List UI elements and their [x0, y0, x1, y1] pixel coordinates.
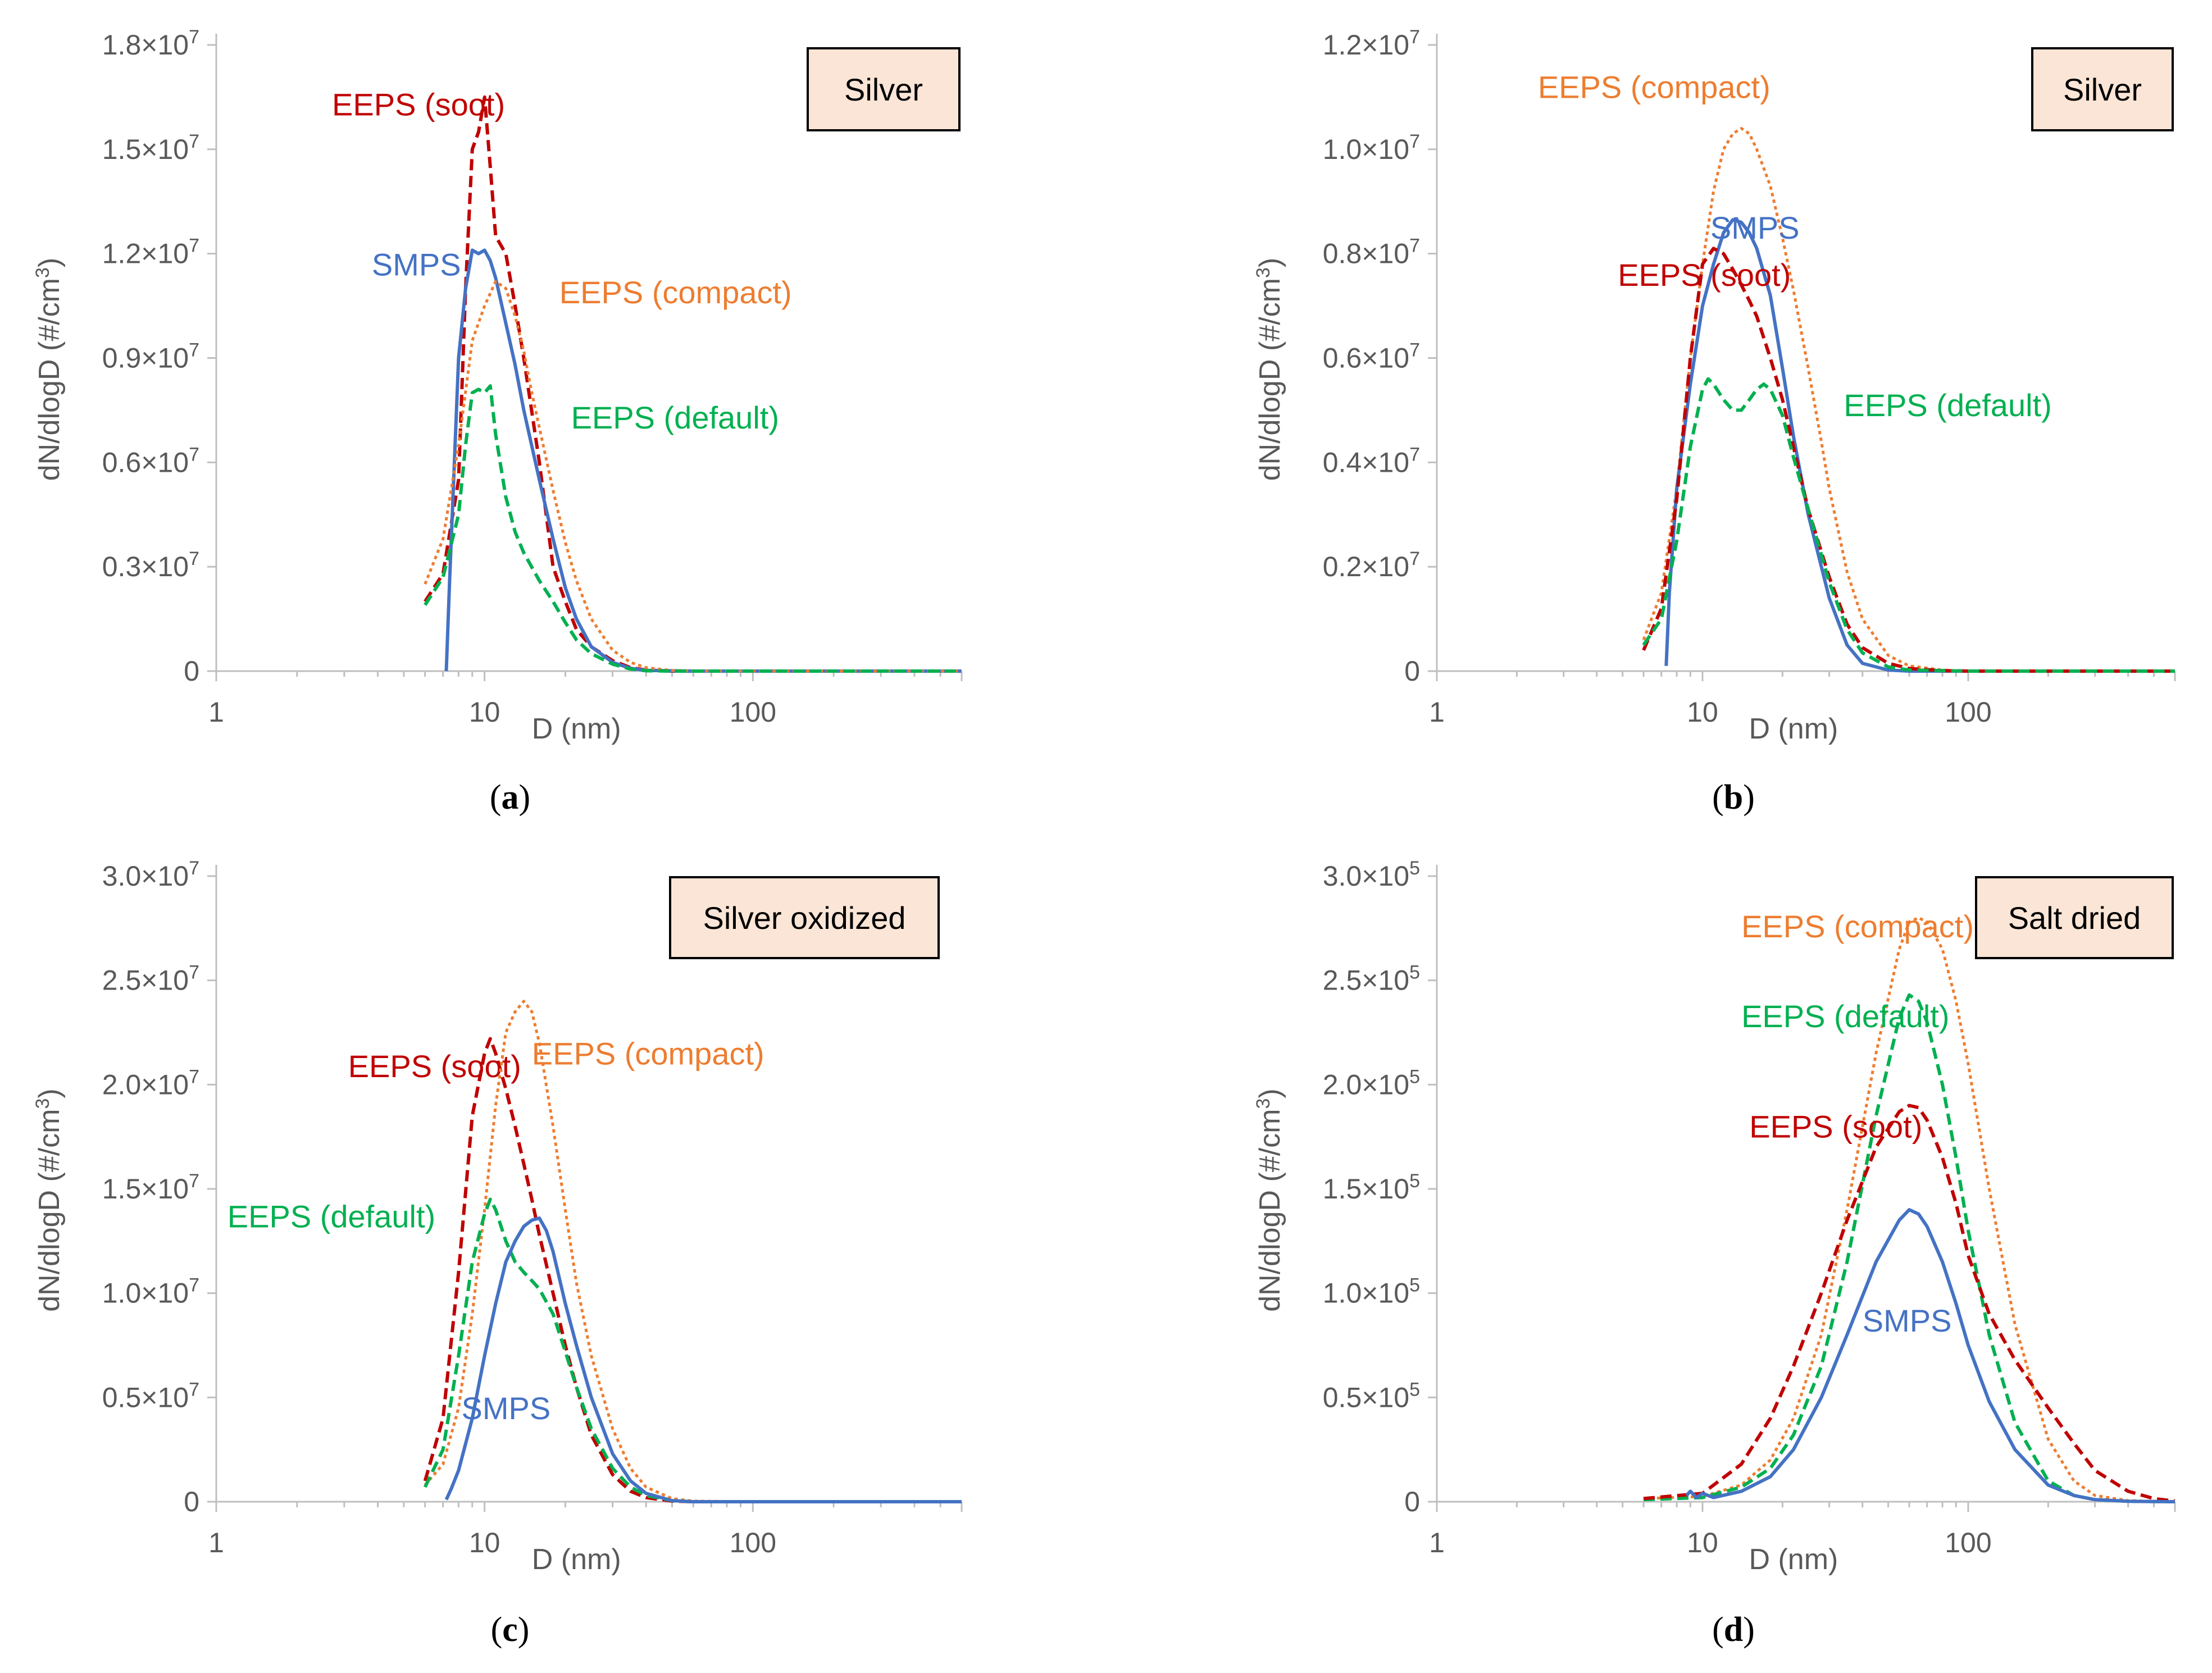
chart-panel-b: 0 0.2×107 0.4×107 0.6×107 0.8×107 1.0×107 1.2×… [1253, 26, 2176, 817]
y-tick-label: 0 [184, 1486, 199, 1517]
y-tick-label: 0 [1404, 1486, 1420, 1517]
title-box-text: Silver oxidized [703, 900, 905, 936]
series-line-eeps-compact [1642, 127, 2175, 673]
series-line-eeps-default [1642, 377, 2175, 673]
y-axis-label: dN/dlogD (#/cm3) [32, 258, 66, 481]
y-tick-label: 0.6×107 [102, 444, 199, 478]
series-label: EEPS (soot) [332, 86, 505, 122]
x-tick-label: 1 [208, 696, 224, 728]
x-axis-label: D (nm) [532, 1543, 621, 1576]
chart-panel-c: 0 0.5×107 1.0×107 1.5×107 2.0×107 2.5×107 3.0×… [32, 858, 963, 1649]
series-label: EEPS (default) [1741, 999, 1949, 1034]
x-tick-label: 10 [469, 1527, 500, 1558]
y-tick-label: 1.0×105 [1323, 1275, 1420, 1309]
series-line-eeps-compact [1643, 916, 2175, 1503]
chart-panel-a: 0 0.3×107 0.6×107 0.9×107 1.2×107 1.5×107 1.8×… [32, 26, 963, 817]
y-tick-label: 0.4×107 [1323, 444, 1420, 478]
series-label: EEPS (compact) [1538, 69, 1770, 104]
title-box [1975, 876, 2174, 959]
y-tick-label: 1.5×107 [102, 1170, 199, 1205]
panel-tag: (a) [490, 778, 530, 817]
y-tick-label: 1.5×105 [1323, 1170, 1420, 1205]
series-label: EEPS (default) [571, 400, 779, 435]
series-line-eeps-soot [1643, 1104, 2175, 1503]
y-tick-label: 1.5×107 [102, 131, 199, 165]
x-tick-label: 10 [1687, 696, 1718, 728]
y-tick-label: 2.5×105 [1323, 962, 1420, 996]
y-tick-label: 1.2×107 [1323, 26, 1420, 61]
series-label: EEPS (compact) [532, 1036, 764, 1072]
series-label: SMPS [372, 247, 461, 282]
title-box [2031, 47, 2174, 131]
series-line-eeps-default [424, 384, 962, 673]
y-tick-label: 2.0×107 [102, 1066, 199, 1100]
x-tick-label: 10 [1687, 1527, 1718, 1558]
x-axis-label: D (nm) [1749, 1543, 1838, 1576]
x-tick-label: 100 [730, 696, 776, 728]
series-label: SMPS [461, 1391, 550, 1426]
x-tick-label: 100 [1945, 1527, 1991, 1558]
series-label: EEPS (compact) [1741, 909, 1974, 944]
series-label: EEPS (soot) [1618, 257, 1791, 293]
series-label: SMPS [1710, 210, 1800, 245]
x-tick-label: 1 [208, 1527, 224, 1558]
series-label: EEPS (soot) [348, 1049, 521, 1084]
y-tick-label: 2.0×105 [1323, 1066, 1420, 1100]
y-tick-label: 0.5×105 [1323, 1379, 1420, 1413]
x-tick-label: 10 [469, 696, 500, 728]
series-line-eeps-soot [1642, 247, 2175, 673]
series-line-eeps-default [1643, 993, 2175, 1503]
x-tick-label: 1 [1429, 1527, 1445, 1558]
series-label: SMPS [1863, 1303, 1952, 1338]
x-tick-label: 100 [1945, 696, 1991, 728]
y-tick-label: 1.2×107 [102, 235, 199, 270]
series-line-eeps-default [423, 1197, 962, 1503]
y-tick-label: 3.0×107 [102, 858, 199, 892]
x-axis-label: D (nm) [1749, 713, 1838, 745]
series-label: EEPS (soot) [1749, 1109, 1922, 1145]
chart-panel-d: 0 0.5×105 1.0×105 1.5×105 2.0×105 2.5×105 3.0×… [1253, 858, 2176, 1649]
y-axis-label: dN/dlogD (#/cm3) [1253, 1088, 1286, 1311]
series-label: EEPS (default) [1844, 388, 2051, 423]
panel-tag: (c) [491, 1611, 530, 1649]
y-axis-label: dN/dlogD (#/cm3) [32, 1088, 66, 1311]
title-box-text: Silver [2063, 72, 2142, 107]
series-line-eeps-compact [424, 280, 962, 673]
y-tick-label: 2.5×107 [102, 962, 199, 996]
series-line-smps [444, 248, 962, 673]
panel-tag: (b) [1712, 778, 1755, 817]
series-line-smps [1685, 1208, 2175, 1503]
y-tick-label: 0.6×107 [1323, 340, 1420, 374]
y-tick-label: 1.8×107 [102, 26, 199, 61]
title-box [669, 876, 940, 959]
title-box-text: Silver [844, 72, 923, 107]
y-tick-label: 0 [1404, 655, 1420, 687]
y-tick-label: 0.3×107 [102, 548, 199, 582]
y-tick-label: 1.0×107 [1323, 131, 1420, 165]
title-box [807, 47, 961, 131]
x-axis-label: D (nm) [532, 713, 621, 745]
series-label: EEPS (compact) [559, 275, 792, 310]
y-tick-label: 0.9×107 [102, 340, 199, 374]
y-tick-label: 3.0×105 [1323, 858, 1420, 892]
series-line-eeps-soot [424, 95, 962, 673]
series-label: EEPS (default) [227, 1198, 435, 1234]
y-tick-label: 1.0×107 [102, 1275, 199, 1309]
y-tick-label: 0 [184, 655, 199, 687]
y-tick-label: 0.2×107 [1323, 548, 1420, 582]
series-line-eeps-soot [423, 1037, 962, 1503]
y-axis-label: dN/dlogD (#/cm3) [1253, 258, 1286, 481]
series-line-smps [444, 1216, 962, 1503]
panel-tag: (d) [1712, 1611, 1755, 1649]
y-tick-label: 0.8×107 [1323, 235, 1420, 270]
y-tick-label: 0.5×107 [102, 1379, 199, 1413]
x-tick-label: 100 [730, 1527, 776, 1558]
title-box-text: Salt dried [2008, 900, 2141, 936]
x-tick-label: 1 [1429, 696, 1445, 728]
